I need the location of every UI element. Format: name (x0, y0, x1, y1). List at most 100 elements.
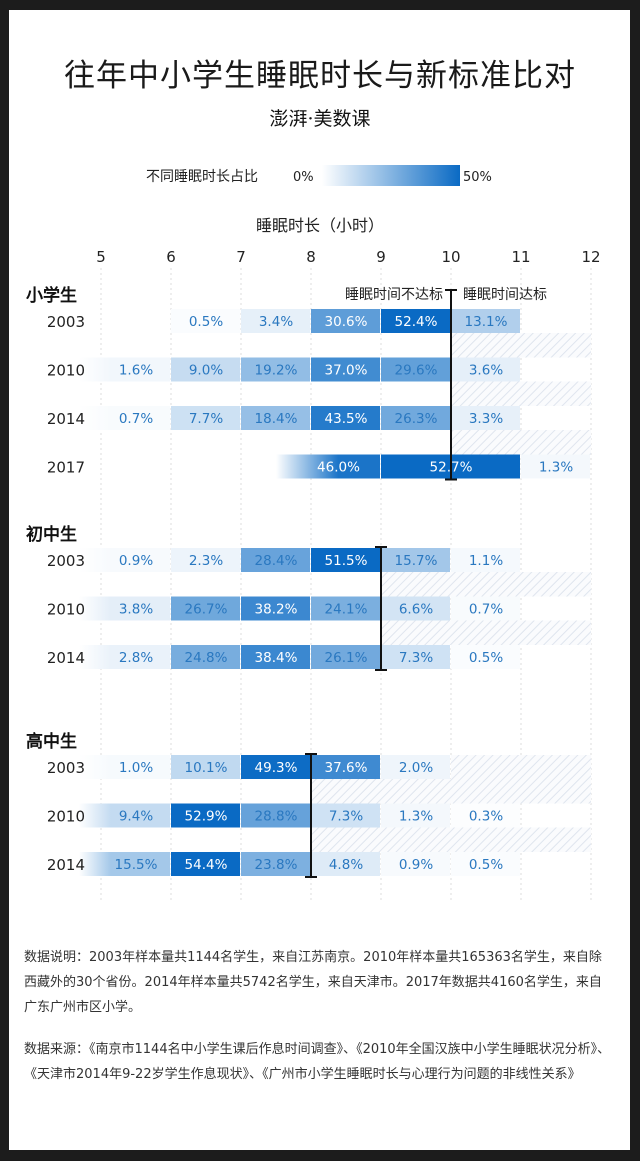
heatmap-cell (241, 645, 310, 669)
heatmap-cell (521, 454, 590, 479)
heatmap-cell (381, 803, 450, 828)
cell-value-label: 51.5% (325, 553, 368, 569)
heatmap-cell (451, 803, 520, 828)
heatmap-cell (241, 803, 310, 828)
year-label: 2003 (47, 759, 85, 777)
color-legend: 不同睡眠时长占比 0% 50% (146, 165, 492, 186)
cell-value-label: 3.3% (469, 411, 503, 427)
cell-value-label: 0.3% (469, 809, 503, 825)
above-standard-label: 睡眠时间达标 (463, 287, 547, 303)
cell-value-label: 54.4% (185, 857, 228, 873)
cell-value-label: 13.1% (465, 314, 508, 330)
heatmap-cell (171, 548, 240, 572)
cell-value-label: 7.3% (329, 809, 363, 825)
cell-value-label: 1.1% (469, 553, 503, 569)
heatmap-cell (311, 548, 380, 572)
cell-value-label: 28.8% (255, 809, 298, 825)
cell-value-label: 26.3% (395, 411, 438, 427)
heatmap-cell (451, 406, 520, 430)
cell-value-label: 37.6% (325, 760, 368, 776)
x-axis-label: 睡眠时长（小时） (256, 216, 384, 235)
heatmap-cell (311, 755, 380, 779)
heatmap-cell (451, 357, 520, 382)
x-tick-label: 5 (96, 248, 106, 266)
x-tick-label: 12 (581, 248, 600, 266)
heatmap-cell (79, 357, 170, 382)
x-tick-label: 9 (376, 248, 386, 266)
cell-value-label: 38.4% (255, 650, 298, 666)
cell-value-label: 6.6% (399, 602, 433, 618)
x-tick-label: 6 (166, 248, 176, 266)
cell-value-label: 4.8% (329, 857, 363, 873)
hatch-area (381, 620, 591, 645)
hatch-area (311, 827, 591, 852)
cell-value-label: 18.4% (255, 411, 298, 427)
cell-value-label: 9.4% (119, 809, 153, 825)
hatch-area (451, 381, 591, 406)
page-title: 往年中小学生睡眠时长与新标准比对 (64, 58, 576, 94)
cell-value-label: 7.3% (399, 650, 433, 666)
heatmap-cell (381, 548, 450, 572)
year-label: 2017 (47, 459, 85, 477)
heatmap-cell (241, 309, 310, 333)
x-tick-label: 8 (306, 248, 316, 266)
cell-value-label: 29.6% (395, 363, 438, 379)
cell-value-label: 2.3% (189, 553, 223, 569)
cell-value-label: 19.2% (255, 363, 298, 379)
cell-value-label: 1.3% (399, 809, 433, 825)
heatmap-cell (311, 645, 380, 669)
logo: 澎湃·美数课 (269, 108, 371, 130)
heatmap-cell (79, 645, 170, 669)
heatmap-cell (241, 596, 310, 621)
group-label: 高中生 (26, 731, 77, 752)
heatmap-cell (381, 406, 450, 430)
heatmap-cell (171, 803, 240, 828)
group-label: 小学生 (26, 285, 77, 306)
data-description: 数据说明：2003年样本量共1144名学生，来自江苏南京。2010年样本量共16… (24, 950, 602, 1015)
heatmap-cell (311, 357, 380, 382)
heatmap-cell (311, 852, 380, 876)
heatmap-cell (171, 596, 240, 621)
cell-value-label: 30.6% (325, 314, 368, 330)
below-standard-label: 睡眠时间不达标 (345, 287, 443, 303)
cell-value-label: 0.5% (189, 314, 223, 330)
year-label: 2014 (47, 410, 85, 428)
heatmap-cell (311, 309, 380, 333)
cell-value-label: 1.6% (119, 363, 153, 379)
cell-value-label: 24.8% (185, 650, 228, 666)
heatmap-cell (381, 596, 450, 621)
heatmap-cell (241, 755, 310, 779)
row-labels: 小学生 2003 2010 2014 2017 初中生 2003 2010 2014 高中生 200… (26, 285, 85, 874)
cell-value-label: 24.1% (325, 602, 368, 618)
legend-min-label: 0% (293, 170, 314, 185)
cell-value-label: 0.9% (119, 553, 153, 569)
cell-value-label: 0.7% (469, 602, 503, 618)
heatmap-cell (451, 548, 520, 572)
hatch-area (311, 779, 591, 804)
cell-value-label: 26.1% (325, 650, 368, 666)
heatmap-cell (451, 309, 520, 333)
heatmap-cell (79, 596, 170, 621)
heatmap-cell (451, 645, 520, 669)
hatch-area (451, 430, 591, 455)
heatmap-cell (79, 755, 170, 779)
hatch-area (451, 333, 591, 358)
heatmap-cell (79, 852, 170, 876)
data-source: 数据来源：《南京市1144名中小学生课后作息时间调查》、《2010年全国汉族中小… (24, 1042, 611, 1082)
heatmap-cell (171, 852, 240, 876)
year-label: 2014 (47, 649, 85, 667)
x-tick-label: 11 (511, 248, 530, 266)
cell-value-label: 26.7% (185, 602, 228, 618)
cell-value-label: 0.9% (399, 857, 433, 873)
heatmap-cell (311, 803, 380, 828)
heatmap-cell (276, 454, 380, 479)
cell-value-label: 3.8% (119, 602, 153, 618)
cell-value-label: 23.8% (255, 857, 298, 873)
cell-value-label: 1.3% (539, 460, 573, 476)
year-label: 2003 (47, 313, 85, 331)
heatmap-cell (79, 803, 170, 828)
heatmap-cell (171, 406, 240, 430)
cell-value-label: 3.6% (469, 363, 503, 379)
cell-value-label: 38.2% (255, 602, 298, 618)
